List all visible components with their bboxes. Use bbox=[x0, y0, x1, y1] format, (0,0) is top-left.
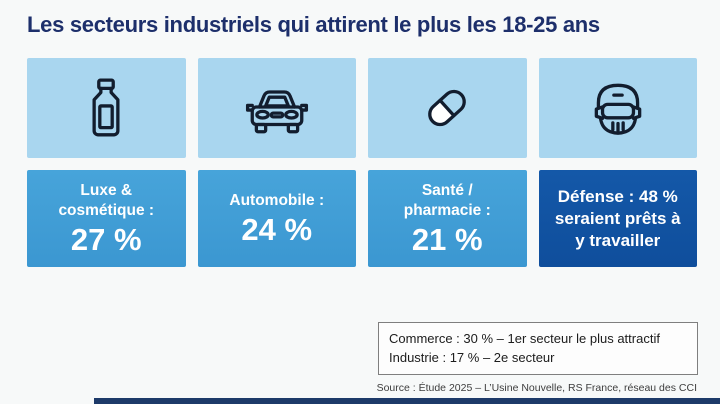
source-caption: Source : Étude 2025 – L’Usine Nouvelle, … bbox=[376, 382, 697, 394]
icon-tile-luxe-cosmetique bbox=[27, 58, 186, 158]
page-title: Les secteurs industriels qui attirent le… bbox=[27, 12, 600, 37]
icon-tile-defense bbox=[538, 58, 697, 158]
car-icon bbox=[245, 90, 308, 134]
sector-grid: Luxe & cosmétique : 27 % Automobile : 24… bbox=[27, 58, 697, 267]
key-figures-note-box: Commerce : 30 % – 1er secteur le plus at… bbox=[378, 322, 698, 375]
sector-tile-defense: Défense : 48 % seraient prêts à y travai… bbox=[538, 170, 697, 267]
sector-value: 24 % bbox=[241, 211, 313, 247]
bottle-icon bbox=[92, 78, 120, 137]
sector-tile-sante-pharmacie: Santé / pharmacie : 21 % bbox=[368, 170, 527, 267]
sector-value: 21 % bbox=[411, 221, 483, 257]
sector-label: Santé / pharmacie : bbox=[403, 181, 491, 219]
sector-value: 27 % bbox=[70, 221, 142, 257]
note-line-commerce: Commerce : 30 % – 1er secteur le plus at… bbox=[389, 331, 660, 346]
note-line-industrie: Industrie : 17 % – 2e secteur bbox=[389, 350, 555, 365]
sector-tile-luxe-cosmetique: Luxe & cosmétique : 27 % bbox=[27, 170, 186, 267]
pill-icon bbox=[428, 89, 467, 127]
bottom-accent-bar bbox=[94, 398, 720, 404]
soldier-helmet-icon bbox=[594, 83, 642, 135]
sector-label: Automobile : bbox=[229, 191, 325, 209]
sector-label: Défense : 48 % seraient prêts à y travai… bbox=[554, 186, 681, 250]
icon-tile-sante-pharmacie bbox=[368, 58, 527, 158]
icon-tile-automobile bbox=[197, 58, 356, 158]
sector-tile-automobile: Automobile : 24 % bbox=[197, 170, 356, 267]
sector-label: Luxe & cosmétique : bbox=[58, 181, 155, 219]
